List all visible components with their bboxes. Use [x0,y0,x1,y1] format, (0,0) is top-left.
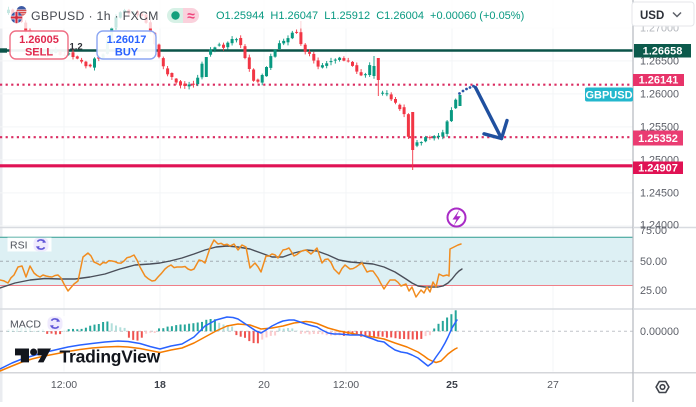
svg-text:1.25352: 1.25352 [638,133,678,145]
svg-text:1.26500: 1.26500 [640,56,679,68]
svg-text:1.26000: 1.26000 [640,89,679,101]
svg-text:SELL: SELL [25,47,53,59]
svg-text:GBPUSD · 1h · FXCM: GBPUSD · 1h · FXCM [31,9,159,23]
svg-text:O1.25944 H1.26047 L1.25912: O1.25944 H1.26047 L1.25912 C1.26004 +0.0… [216,10,524,22]
svg-text:1.24907: 1.24907 [638,163,678,175]
svg-text:27: 27 [547,379,559,391]
svg-text:50.00: 50.00 [640,256,667,268]
svg-text:GBPUSD: GBPUSD [585,89,632,101]
svg-text:RSI: RSI [10,240,28,252]
svg-text:1.24500: 1.24500 [640,188,679,200]
svg-text:1.26017: 1.26017 [107,34,147,46]
svg-text:25.00: 25.00 [640,285,667,297]
svg-text:25: 25 [446,379,458,391]
svg-text:1.26141: 1.26141 [639,75,679,87]
svg-text:12:00: 12:00 [51,379,77,391]
svg-text:USD: USD [640,10,664,22]
svg-text:≈: ≈ [187,8,195,24]
svg-text:1.26658: 1.26658 [643,46,683,58]
svg-text:18: 18 [154,379,166,391]
svg-text:BUY: BUY [115,47,139,59]
svg-text:75.00: 75.00 [640,225,667,237]
svg-text:20: 20 [258,379,270,391]
svg-text:MACD: MACD [10,319,41,331]
svg-text:TradingView: TradingView [60,346,161,366]
svg-text:12:00: 12:00 [333,379,359,391]
svg-text:1.24000: 1.24000 [640,220,679,232]
svg-text:0.00000: 0.00000 [640,326,679,338]
svg-text:1.26005: 1.26005 [19,34,59,46]
svg-text:1.2: 1.2 [70,42,83,53]
